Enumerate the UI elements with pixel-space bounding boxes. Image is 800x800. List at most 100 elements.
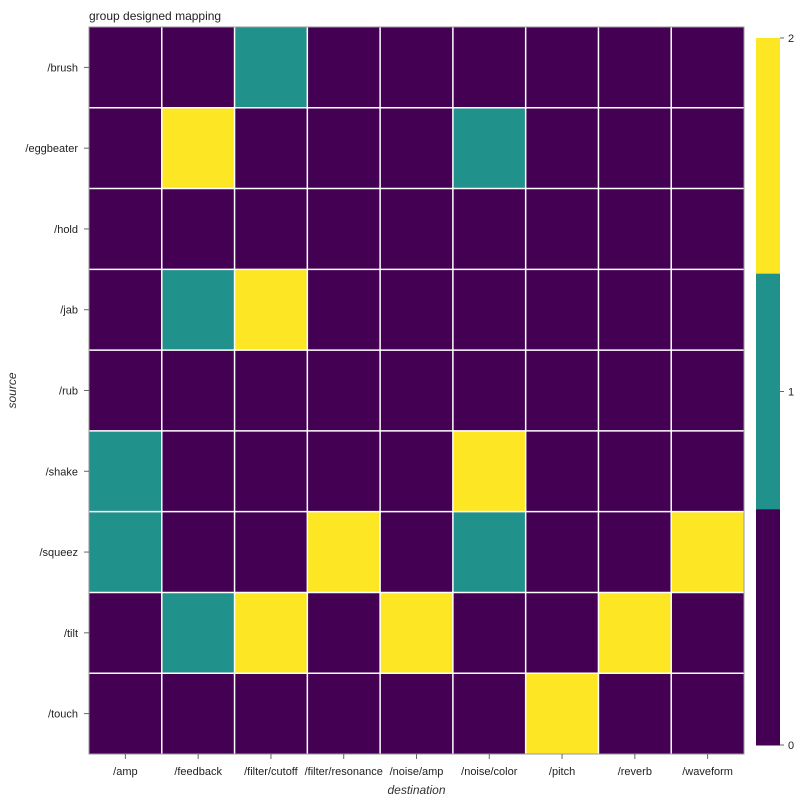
heatmap-cell: [89, 27, 162, 108]
heatmap-cell: [161, 27, 235, 108]
heatmap-cell: [234, 188, 308, 270]
legend-color-segment: [756, 273, 780, 510]
heatmap-cell: [525, 511, 599, 593]
heatmap-cell: [89, 350, 162, 431]
heatmap-cell: [161, 430, 235, 512]
heatmap-cell: [234, 269, 308, 351]
heatmap-cell: [525, 350, 599, 431]
heatmap-cell: [89, 511, 162, 593]
heatmap-cell: [452, 188, 526, 270]
heatmap-cell: [598, 592, 672, 674]
heatmap-cell: [671, 430, 744, 512]
x-axis-title: destination: [387, 783, 445, 797]
heatmap-cell: [89, 592, 162, 674]
heatmap-cell: [380, 592, 453, 674]
heatmap-cell: [452, 269, 526, 351]
y-tick-label: /brush: [47, 62, 78, 74]
heatmap-cell: [598, 27, 672, 108]
y-tick-label: /eggbeater: [25, 143, 78, 155]
heatmap-cell: [307, 107, 381, 189]
heatmap-cell: [380, 269, 453, 351]
heatmap-cell: [380, 107, 453, 189]
heatmap-cell: [452, 350, 526, 431]
heatmap-cell: [525, 107, 599, 189]
chart-title: group designed mapping: [89, 9, 221, 23]
color-legend: 0 1 2: [756, 33, 794, 752]
x-tick-label: /waveform: [682, 766, 733, 778]
x-axis-ticks: /amp/feedback/filter/cutoff/filter/reson…: [113, 754, 733, 778]
heatmap-cell: [234, 27, 308, 108]
heatmap-cell: [89, 430, 162, 512]
legend-color-segment: [756, 509, 780, 746]
heatmap-cell: [307, 350, 381, 431]
heatmap-cell: [598, 269, 672, 351]
heatmap-cell: [307, 430, 381, 512]
y-tick-label: /squeez: [39, 547, 78, 559]
heatmap-cell: [598, 107, 672, 189]
y-tick-label: /shake: [46, 466, 78, 478]
heatmap-cell: [161, 592, 235, 674]
heatmap-cell: [525, 188, 599, 270]
heatmap-cell: [234, 107, 308, 189]
heatmap-cell: [598, 430, 672, 512]
y-tick-label: /jab: [60, 305, 78, 317]
heatmap-cell: [525, 430, 599, 512]
x-tick-label: /feedback: [174, 766, 222, 778]
heatmap-cell: [161, 511, 235, 593]
y-tick-label: /hold: [54, 224, 78, 236]
heatmap-cell: [234, 592, 308, 674]
heatmap-cell: [307, 511, 381, 593]
heatmap-cell: [525, 269, 599, 351]
x-tick-label: /filter/cutoff: [244, 766, 299, 778]
heatmap-cell: [598, 511, 672, 593]
heatmap-cell: [598, 350, 672, 431]
y-tick-label: /rub: [59, 386, 78, 398]
y-axis-ticks: /brush/eggbeater/hold/jab/rub/shake/sque…: [25, 62, 89, 721]
x-tick-label: /noise/color: [461, 766, 518, 778]
heatmap-cell: [380, 511, 453, 593]
heatmap-cell: [234, 350, 308, 431]
heatmap-cell: [525, 592, 599, 674]
heatmap-cell: [671, 673, 744, 754]
heatmap-cell: [380, 350, 453, 431]
heatmap-cell: [307, 673, 381, 754]
heatmap-cell: [380, 673, 453, 754]
heatmap-cells: [89, 27, 744, 754]
heatmap-cell: [307, 188, 381, 270]
heatmap-cell: [161, 188, 235, 270]
heatmap-cell: [671, 27, 744, 108]
heatmap-cell: [452, 27, 526, 108]
heatmap-cell: [671, 107, 744, 189]
heatmap-cell: [452, 107, 526, 189]
legend-color-segment: [756, 38, 780, 275]
heatmap-cell: [525, 673, 599, 754]
heatmap-cell: [307, 27, 381, 108]
heatmap-cell: [161, 350, 235, 431]
heatmap-cell: [452, 430, 526, 512]
heatmap-cell: [234, 511, 308, 593]
heatmap-cell: [380, 430, 453, 512]
x-tick-label: /noise/amp: [390, 766, 444, 778]
heatmap-cell: [452, 592, 526, 674]
heatmap-cell: [525, 27, 599, 108]
heatmap-cell: [89, 188, 162, 270]
x-tick-label: /pitch: [549, 766, 575, 778]
heatmap-cell: [380, 27, 453, 108]
heatmap-cell: [307, 592, 381, 674]
heatmap-cell: [452, 511, 526, 593]
heatmap-cell: [161, 673, 235, 754]
heatmap-cell: [671, 269, 744, 351]
y-tick-label: /tilt: [64, 628, 78, 640]
x-tick-label: /amp: [113, 766, 137, 778]
heatmap-cell: [234, 430, 308, 512]
heatmap-cell: [598, 673, 672, 754]
y-axis-title: source: [5, 372, 19, 408]
heatmap-cell: [452, 673, 526, 754]
legend-tick-label: 1: [788, 387, 794, 399]
heatmap-cell: [671, 592, 744, 674]
heatmap-cell: [307, 269, 381, 351]
heatmap-cell: [234, 673, 308, 754]
heatmap-cell: [380, 188, 453, 270]
y-tick-label: /touch: [48, 709, 78, 721]
